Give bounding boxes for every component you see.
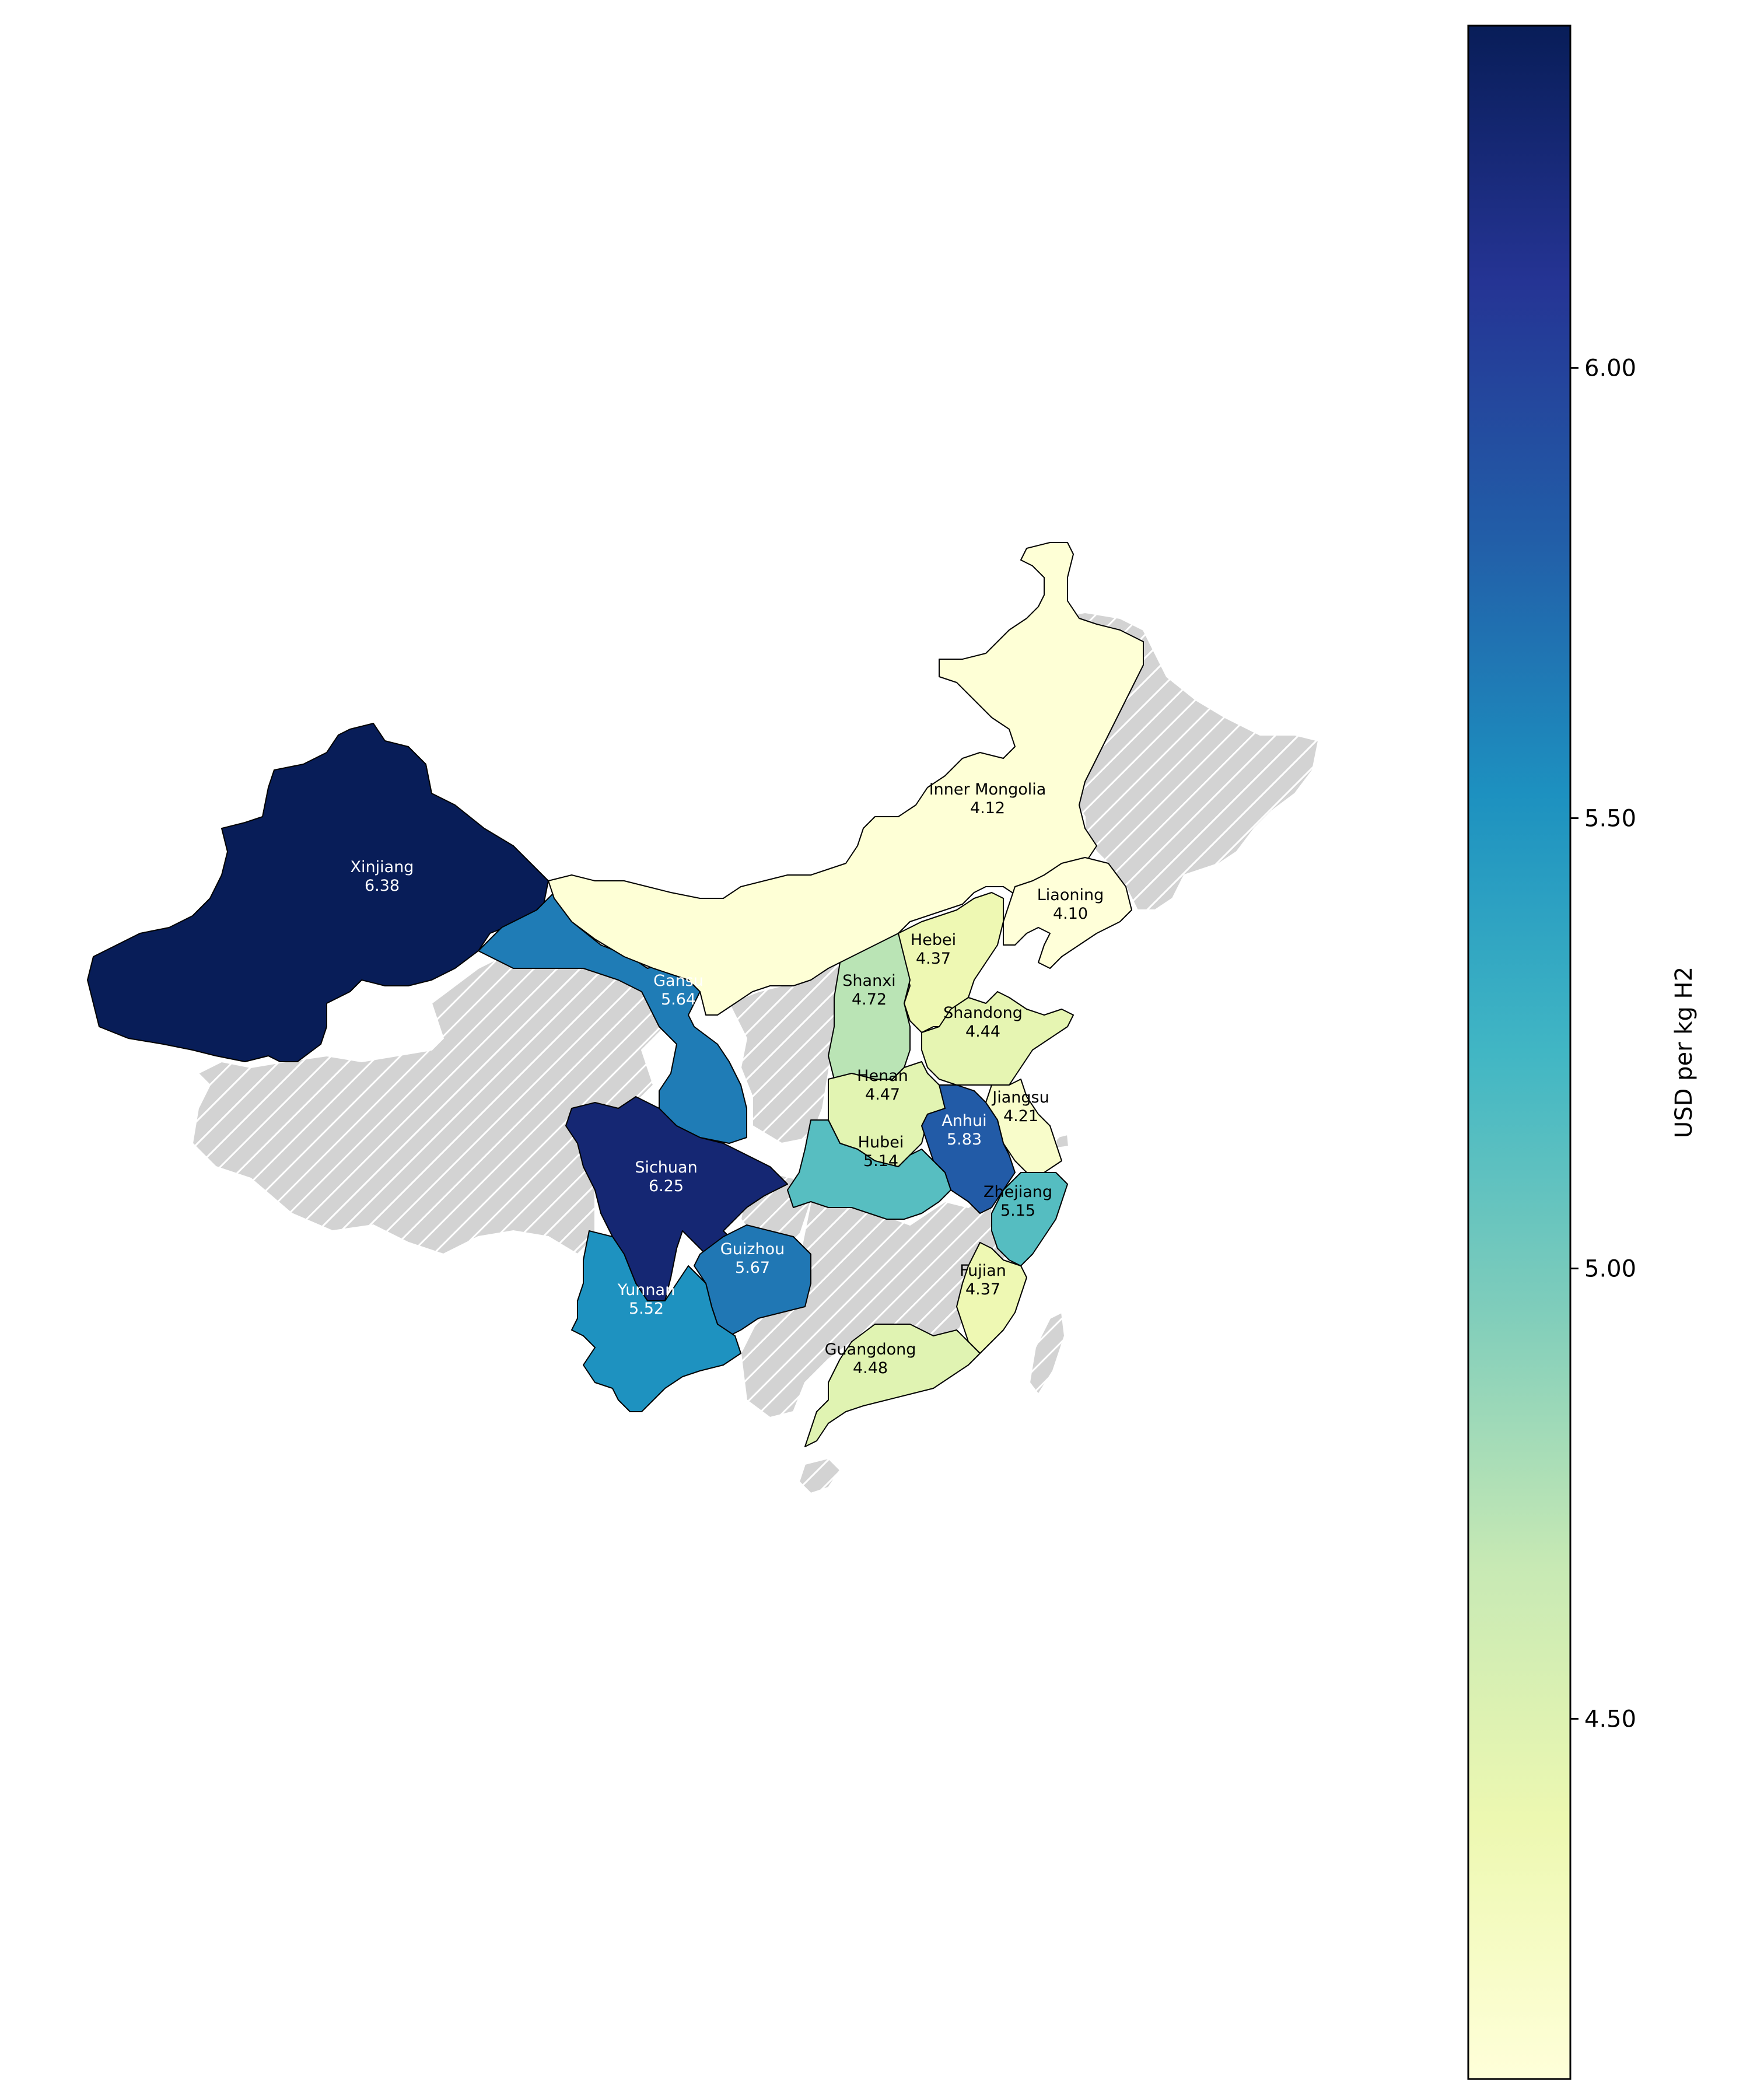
- province-xinjiang[interactable]: [87, 723, 549, 1062]
- label-guangdong: Guangdong 4.48: [825, 1340, 916, 1377]
- no-data-region-shanghai: [1055, 1133, 1070, 1149]
- label-guizhou: Guizhou 5.67: [720, 1240, 785, 1277]
- label-shanxi: Shanxi 4.72: [842, 972, 895, 1009]
- province-zhejiang[interactable]: [991, 1172, 1068, 1266]
- colorbar-ticks: 4.50 5.00 5.50 6.00: [1570, 355, 1636, 1732]
- province-hebei[interactable]: [892, 892, 1004, 1033]
- label-shandong: Shandong 4.44: [943, 1004, 1023, 1041]
- province-yunnan[interactable]: [571, 1230, 741, 1412]
- province-shandong[interactable]: [921, 991, 1074, 1086]
- label-anhui: Anhui 5.83: [942, 1112, 986, 1149]
- colorbar-tick-label: 4.50: [1584, 1706, 1636, 1732]
- colorbar-tick-label: 6.00: [1584, 355, 1636, 382]
- label-sichuan: Sichuan 6.25: [635, 1158, 697, 1195]
- province-guangdong[interactable]: [804, 1324, 981, 1447]
- colorbar-tick-label: 5.50: [1584, 806, 1636, 832]
- label-zhejiang: Zhejiang 5.15: [984, 1183, 1052, 1220]
- province-labels: Xinjiang 6.38 Gansu 5.64 Sichuan 6.25 Guizh…: [351, 780, 1104, 1377]
- label-gansu: Gansu 5.64: [653, 972, 704, 1009]
- colorbar-tick-label: 5.00: [1584, 1256, 1636, 1283]
- colorbar-label: USD per kg H2: [1671, 967, 1698, 1138]
- label-hebei: Hebei 4.37: [911, 931, 956, 968]
- no-data-region-hainan: [798, 1457, 841, 1494]
- colorbar: 4.50 5.00 5.50 6.00 USD per kg H2: [1467, 24, 1698, 2080]
- label-yunnan: Yunnan 5.52: [617, 1281, 675, 1318]
- colorbar-gradient: [1467, 24, 1572, 2080]
- no-data-region-taiwan: [1028, 1311, 1066, 1395]
- province-shanxi[interactable]: [828, 933, 911, 1080]
- label-liaoning: Liaoning 4.10: [1037, 886, 1104, 923]
- province-hubei[interactable]: [787, 1119, 951, 1220]
- label-hubei: Hubei 5.14: [858, 1133, 904, 1170]
- province-layer: [87, 542, 1144, 1447]
- label-henan: Henan 4.47: [857, 1067, 908, 1104]
- label-jiangsu: Jiangsu 4.21: [991, 1088, 1049, 1125]
- label-xinjiang: Xinjiang 6.38: [351, 858, 414, 895]
- no-data-region-west: [191, 932, 672, 1255]
- province-inner-mongolia[interactable]: [548, 542, 1144, 1016]
- label-inner-mongolia: Inner Mongolia 4.12: [929, 780, 1046, 817]
- province-anhui[interactable]: [921, 1084, 1016, 1214]
- label-fujian: Fujian 4.37: [960, 1262, 1006, 1298]
- province-fujian[interactable]: [956, 1242, 1027, 1354]
- province-liaoning[interactable]: [1003, 857, 1132, 969]
